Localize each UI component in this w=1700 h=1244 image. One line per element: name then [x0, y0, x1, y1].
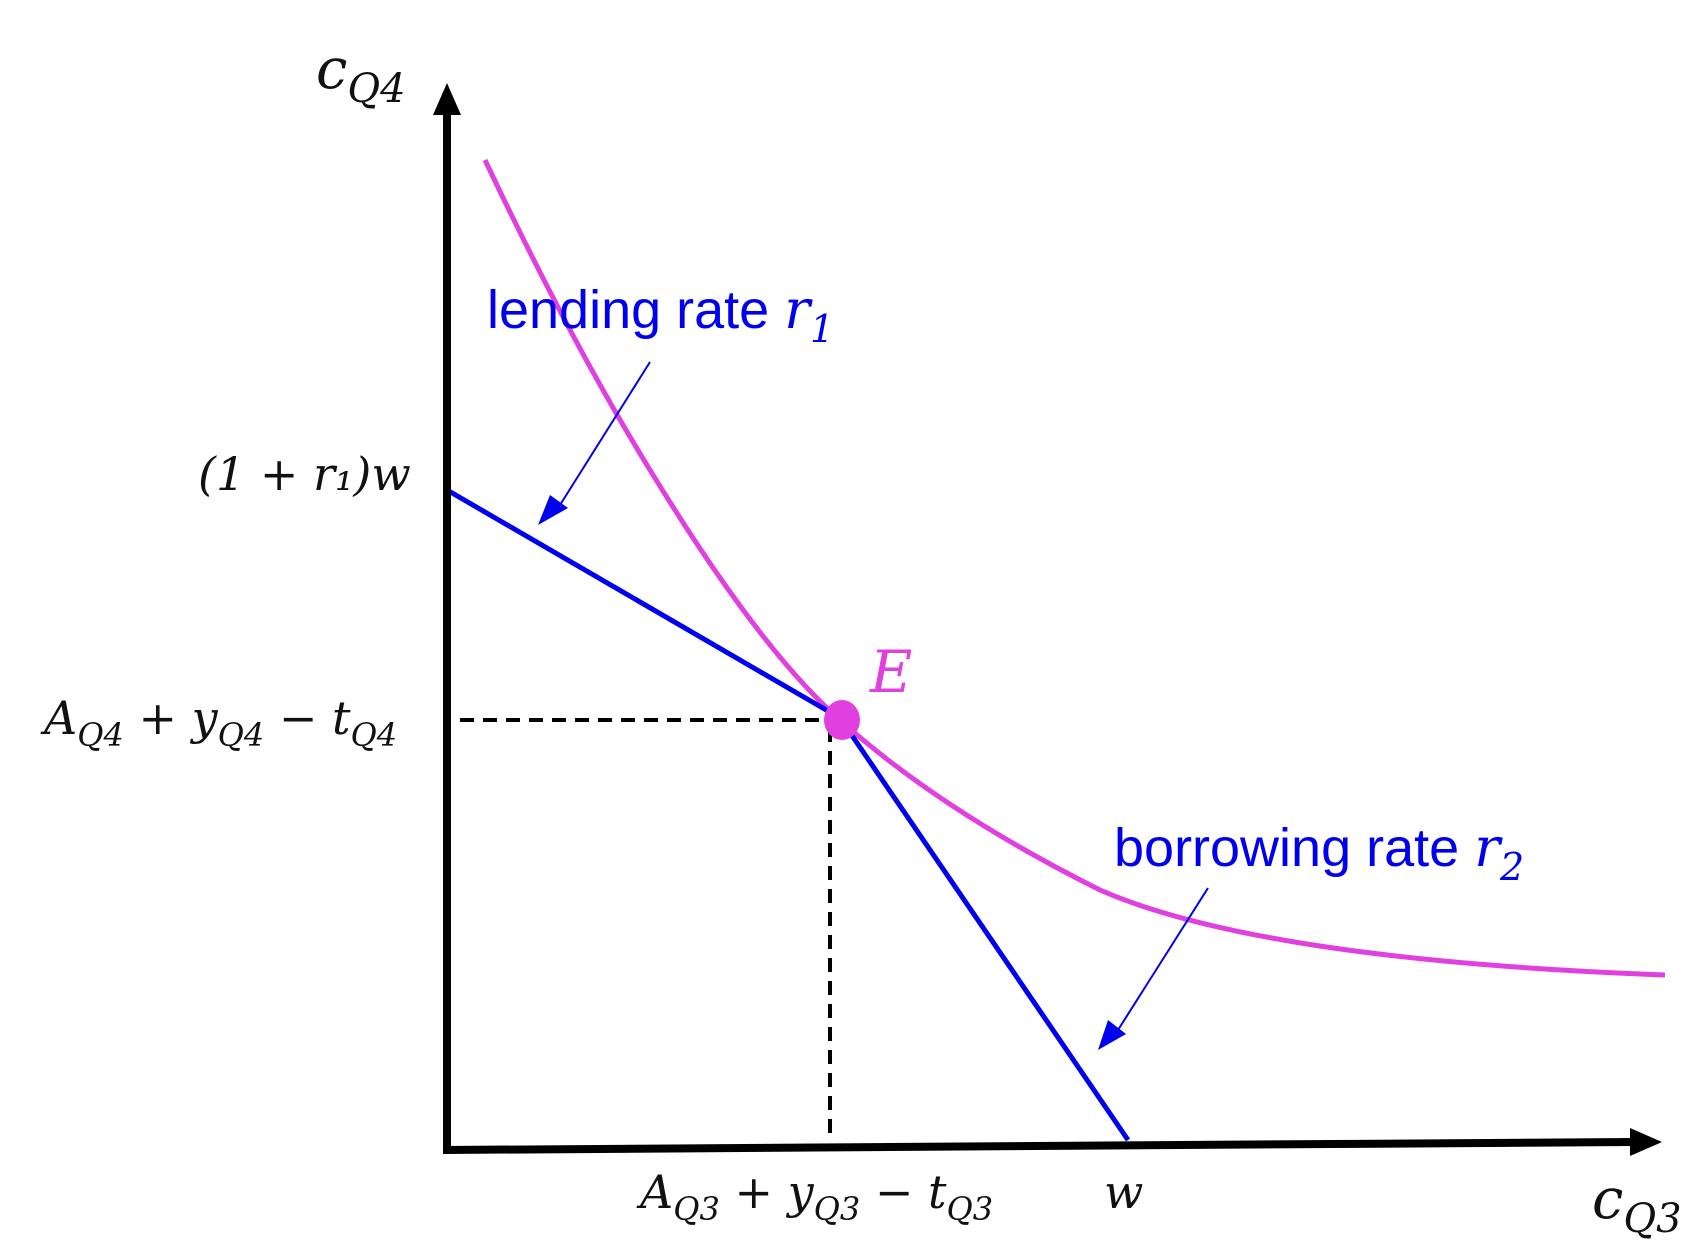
- x-axis-label: cQ3: [1592, 1167, 1682, 1242]
- lending-rate-label: lending rate r1: [487, 278, 834, 351]
- x-tick-endowment-q3: AQ3 + yQ3 − tQ3: [636, 1165, 993, 1228]
- x-tick-w: w: [1104, 1165, 1143, 1219]
- borrowing-annotation-arrow: [1117, 887, 1209, 1031]
- borrowing-arrowhead: [1098, 1020, 1126, 1050]
- indifference-curve: [482, 158, 1666, 978]
- y-tick-lending-intercept: (1 + r₁)w: [198, 447, 411, 501]
- y-axis-arrowhead: [433, 83, 461, 115]
- equilibrium-point: [824, 700, 860, 740]
- equilibrium-label: E: [869, 638, 912, 706]
- lending-arrowhead: [538, 495, 568, 525]
- x-axis: [442, 1138, 1633, 1154]
- lending-budget-line: [445, 487, 842, 721]
- x-axis-arrowhead: [1630, 1128, 1662, 1156]
- y-axis-label: cQ4: [316, 37, 406, 112]
- y-tick-endowment-q4: AQ4 + yQ4 − tQ4: [40, 691, 397, 754]
- borrowing-rate-label: borrowing rate r2: [1114, 816, 1524, 889]
- lending-annotation-arrow: [559, 361, 651, 506]
- borrowing-budget-line: [837, 716, 1131, 1142]
